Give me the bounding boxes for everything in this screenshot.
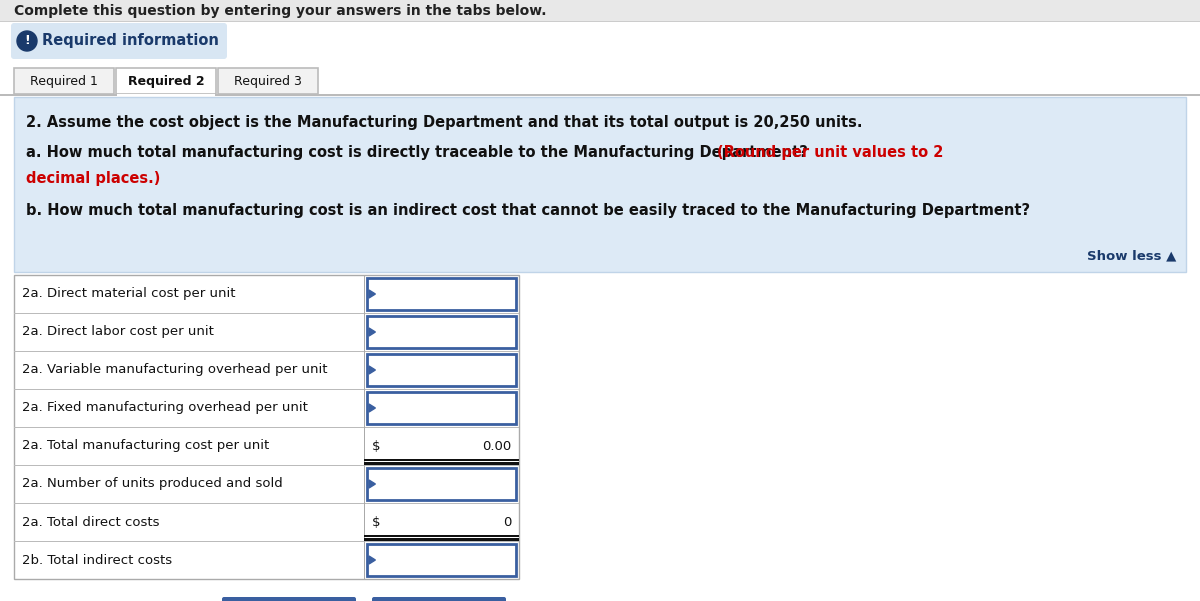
Text: Required 2: Required 2 [127,75,204,88]
Text: (Round per unit values to 2: (Round per unit values to 2 [718,145,943,160]
Bar [364,538,520,540]
Bar [364,535,520,537]
Bar [116,68,216,94]
Bar [14,389,520,390]
Bar [367,316,516,348]
Bar [14,465,520,466]
Text: Required 1: Required 1 [30,75,98,88]
Bar [367,278,516,310]
Polygon shape [370,328,376,336]
Text: Required information: Required information [42,34,218,49]
Bar [14,541,520,542]
Bar [14,503,520,504]
Polygon shape [370,556,376,564]
Text: $: $ [372,516,380,528]
Text: 2a. Direct material cost per unit: 2a. Direct material cost per unit [22,287,235,300]
Bar [367,544,516,576]
Text: b. How much total manufacturing cost is an indirect cost that cannot be easily t: b. How much total manufacturing cost is … [26,203,1030,218]
Bar [14,68,114,94]
Bar [364,462,520,465]
Text: 2a. Number of units produced and sold: 2a. Number of units produced and sold [22,478,283,490]
Bar [14,275,520,579]
Text: 2a. Total manufacturing cost per unit: 2a. Total manufacturing cost per unit [22,439,269,453]
Text: 0.00: 0.00 [481,439,511,453]
FancyBboxPatch shape [11,23,227,59]
Bar [367,354,516,386]
Bar [14,313,520,314]
Text: 2a. Fixed manufacturing overhead per unit: 2a. Fixed manufacturing overhead per uni… [22,401,308,415]
Polygon shape [370,290,376,298]
Bar [14,97,1186,272]
FancyBboxPatch shape [372,597,506,601]
Text: 2a. Variable manufacturing overhead per unit: 2a. Variable manufacturing overhead per … [22,364,328,376]
Bar [14,351,520,352]
Text: 2b. Total indirect costs: 2b. Total indirect costs [22,554,172,567]
Bar [364,459,520,460]
FancyBboxPatch shape [222,597,356,601]
Text: Required 3: Required 3 [234,75,302,88]
Polygon shape [370,404,376,412]
Text: 2. Assume the cost object is the Manufacturing Department and that its total out: 2. Assume the cost object is the Manufac… [26,115,863,130]
Polygon shape [370,480,376,488]
Bar [0,0,1200,22]
Text: Show less ▲: Show less ▲ [1087,249,1176,262]
Bar [367,392,516,424]
Bar [118,94,215,96]
Bar [14,427,520,428]
Text: 2a. Total direct costs: 2a. Total direct costs [22,516,160,528]
Bar [0,94,1200,96]
Bar [367,468,516,500]
Text: decimal places.): decimal places.) [26,171,161,186]
Bar [218,68,318,94]
Text: 2a. Direct labor cost per unit: 2a. Direct labor cost per unit [22,326,214,338]
Text: Complete this question by entering your answers in the tabs below.: Complete this question by entering your … [14,4,546,18]
Text: 0: 0 [503,516,511,528]
Circle shape [17,31,37,51]
Text: a. How much total manufacturing cost is directly traceable to the Manufacturing : a. How much total manufacturing cost is … [26,145,814,160]
Text: $: $ [372,439,380,453]
Text: !: ! [24,34,30,47]
Polygon shape [370,366,376,374]
Bar [0,21,1200,22]
